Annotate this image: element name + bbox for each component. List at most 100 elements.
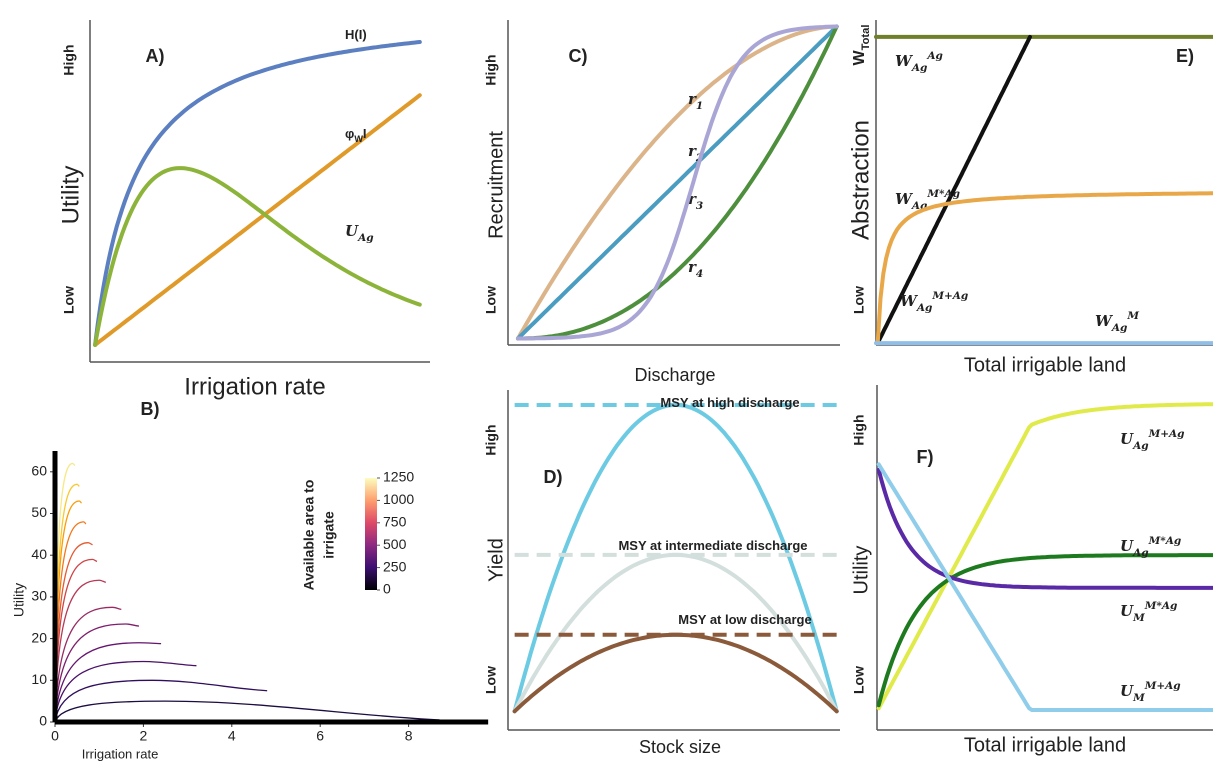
colorbar-tick-label: 0 [383,581,391,597]
label-part: W [1095,312,1114,330]
y-level-label: Low [61,286,77,314]
colorbar-tick-label: 1250 [383,469,414,485]
label-part: Ag [926,50,943,62]
curve [875,34,1032,346]
curve [516,24,839,341]
utility-curve [54,660,197,723]
curve [876,553,1213,708]
utility-curve [54,679,268,723]
label-part: W [354,134,363,144]
series-label: φWI [345,126,367,144]
label-part: U [1120,602,1134,620]
label-part: Ag [916,302,933,314]
label-part: Ag [1132,547,1149,559]
series-label: r3 [688,190,703,212]
x-tick-label: 2 [140,728,148,744]
series-label: WAgM*Ag [895,188,960,212]
y-axis-label: Utility [57,166,84,225]
label-part: W [851,50,868,66]
panel-title: C) [569,46,588,66]
label-part: MSY at high discharge [660,395,799,410]
x-tick-label: 6 [316,728,324,744]
curve [876,467,1213,590]
label-part: M*Ag [1148,535,1182,547]
curve [93,40,422,347]
series-label: WAgM [1095,310,1139,334]
label-part: MSY at intermediate discharge [618,538,807,553]
y-tick-label: 30 [31,588,47,604]
utility-curve [54,579,106,723]
label-part: Total [860,24,872,50]
label-part: r [688,258,697,276]
label-part: U [1120,537,1134,555]
y-level-label: Low [483,666,499,694]
label-part: W [900,292,919,310]
x-axis-label: Irrigation rate [82,746,159,761]
label-part: M*Ag [1144,600,1178,612]
series-label: MSY at high discharge [660,395,799,410]
panel-title: A) [146,46,165,66]
x-axis-label: Total irrigable land [964,734,1126,756]
x-axis-label: Discharge [634,365,715,385]
curve [512,632,839,714]
y-tick-label: 20 [31,629,47,645]
series-label: WAgM+Ag [900,290,968,314]
curve [93,93,422,347]
utility-curve [54,606,122,723]
panel-title: F) [917,447,934,467]
utility-curve [54,642,162,723]
label-part: Ag [1111,322,1128,334]
label-part: U [345,222,359,240]
x-tick-label: 0 [51,728,59,744]
y-level-label: Low [851,666,867,694]
label-part: M [1126,310,1139,322]
x-tick-label: 4 [228,728,236,744]
y-tick-label: 60 [31,463,47,479]
y-axis-label: Recruitment [485,131,507,239]
label-part: Ag [357,232,374,244]
y-level-label: High [851,414,867,445]
label-part: U [1120,430,1134,448]
utility-curve [54,521,87,723]
series-label: r1 [688,90,703,112]
series-label: WAgAg [895,50,943,74]
x-axis-label: Stock size [639,737,721,757]
curve [876,462,1213,712]
colorbar-tick-label: 500 [383,536,407,552]
x-tick-label: 8 [405,728,413,744]
colorbar-title: irrigate [321,511,337,559]
x-axis-label: Total irrigable land [964,354,1126,376]
curve [516,24,839,341]
curve [93,166,422,347]
utility-curve [54,558,98,723]
series-label: r4 [688,258,703,280]
y-tick-label: 0 [39,713,47,729]
y-axis-label: Abstraction [847,120,874,240]
label-part: M [1132,612,1145,624]
label-part: M+Ag [1148,428,1185,440]
label-part: Ag [911,62,928,74]
series-label: UAg [345,222,374,244]
y-level-label: Low [483,286,499,314]
panel-title: D) [544,467,563,487]
curve [516,24,839,341]
y-level-label: High [483,54,499,85]
label-part: M+Ag [1144,680,1181,692]
label-part: r [688,90,697,108]
curve [512,403,839,714]
y-level-label: High [483,424,499,455]
curve [516,24,839,341]
curve [876,402,1213,711]
colorbar-tick-label: 750 [383,514,407,530]
y-axis-label: Utility [11,583,27,617]
colorbar-title: Available area to [301,480,317,591]
label-part: M+Ag [931,290,968,302]
colorbar-tick-label: 1000 [383,491,414,507]
utility-curve [54,542,93,723]
series-label: UMM+Ag [1120,680,1181,704]
y-tick-label: 50 [31,504,47,520]
utility-curve [54,700,440,723]
series-label: UAgM+Ag [1120,428,1185,452]
label-part: M [1132,692,1145,704]
label-part: r [688,142,697,160]
